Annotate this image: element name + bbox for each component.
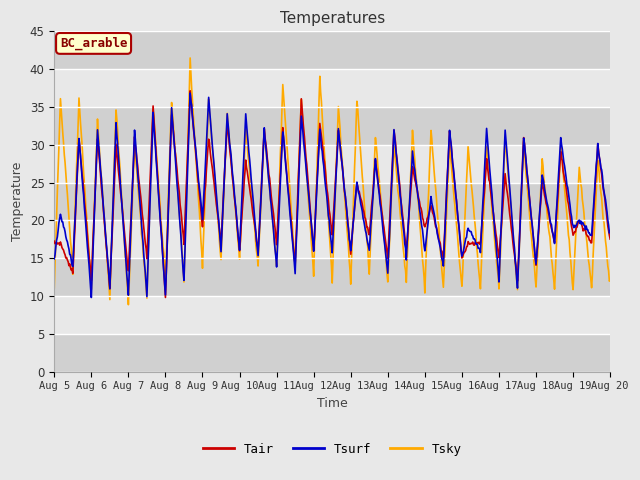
Bar [54,296,610,334]
Text: BC_arable: BC_arable [60,37,127,50]
Bar [54,107,610,145]
Bar [54,145,610,183]
Legend: Tair, Tsurf, Tsky: Tair, Tsurf, Tsky [198,438,467,461]
Title: Temperatures: Temperatures [280,11,385,26]
X-axis label: Time: Time [317,397,348,410]
Bar [54,334,610,372]
Bar [54,220,610,258]
Bar [54,183,610,220]
Bar [54,69,610,107]
Y-axis label: Temperature: Temperature [11,162,24,241]
Bar [54,258,610,296]
Bar [54,32,610,69]
